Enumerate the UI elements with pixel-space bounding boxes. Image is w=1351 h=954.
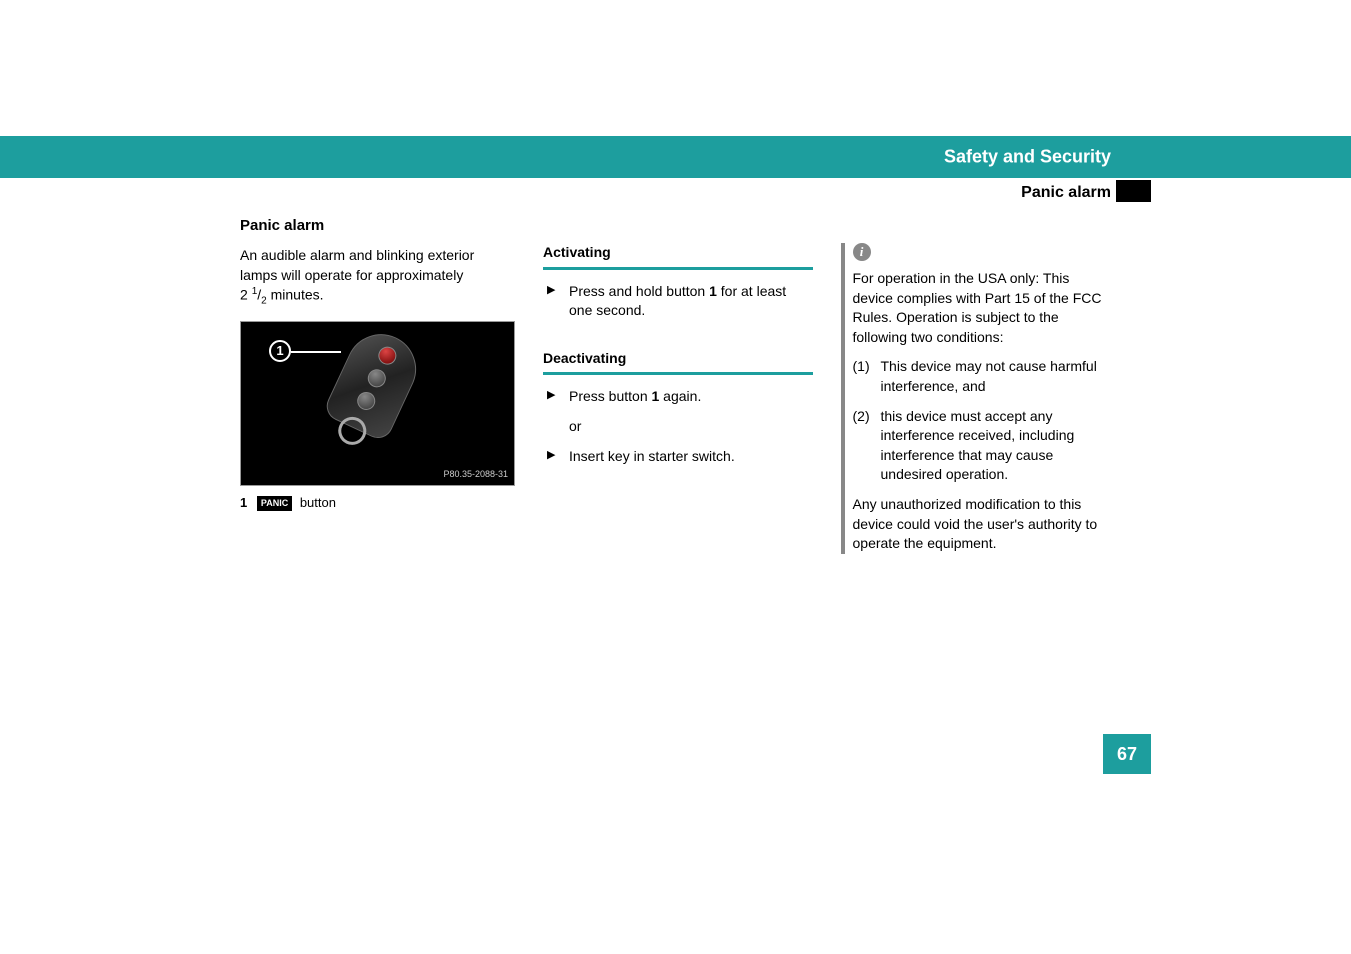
page-content: Panic alarm An audible alarm and blinkin… [240,215,1110,564]
activating-heading: Activating [543,243,813,263]
list-text-1: This device may not cause harmful interf… [881,357,1111,396]
image-caption: 1 PANIC button [240,494,515,512]
intro-text-a: An audible alarm and blinking exterior l… [240,247,474,283]
step-arrow-icon: ▶ [547,387,559,407]
fcc-condition-2: (2) this device must accept any interfer… [853,407,1111,485]
key-fob-body [322,322,428,442]
deact-step2-text: Insert key in starter switch. [569,447,813,467]
unlock-button-icon [354,389,378,413]
deactivating-underline [543,372,813,375]
fcc-condition-1: (1) This device may not cause harmful in… [853,357,1111,396]
list-text-2: this device must accept any interference… [881,407,1111,485]
fcc-intro: For operation in the USA only: This devi… [853,269,1111,347]
deactivating-heading: Deactivating [543,349,813,369]
thumb-index-tab [1116,180,1151,202]
info-icon: i [853,243,871,261]
column-1: Panic alarm An audible alarm and blinkin… [240,215,515,564]
key-fob-image: 1 P80.35-2088-31 [240,321,515,486]
activating-step-text: Press and hold button 1 for at least one… [569,282,813,321]
caption-text: button [300,495,336,510]
list-num-1: (1) [853,357,875,396]
panic-alarm-heading: Panic alarm [240,215,515,236]
lock-button-icon [365,366,389,390]
chapter-header-band: Safety and Security [0,136,1351,178]
fcc-warning: Any unauthorized modification to this de… [853,495,1111,554]
info-note-box: i For operation in the USA only: This de… [841,243,1111,554]
deact-step1-text: Press button 1 again. [569,387,813,407]
activating-underline [543,267,813,270]
key-fob-shape [309,322,473,491]
column-3: i For operation in the USA only: This de… [841,215,1111,564]
intro-prefix: 2 [240,287,252,303]
image-reference-code: P80.35-2088-31 [443,468,508,481]
act-text-bold: 1 [709,283,717,299]
chapter-title: Safety and Security [944,147,1111,168]
intro-paragraph: An audible alarm and blinking exterior l… [240,246,515,309]
intro-suffix: minutes. [267,287,324,303]
deactivating-step-1: ▶ Press button 1 again. [543,387,813,407]
deact1-text-b: again. [659,388,701,404]
callout-line [291,351,341,353]
step-arrow-icon: ▶ [547,282,559,321]
step-arrow-icon: ▶ [547,447,559,467]
key-ring-icon [334,412,371,449]
act-text-a: Press and hold button [569,283,709,299]
section-title-header: Panic alarm [1021,184,1111,202]
page-number: 67 [1103,734,1151,774]
panic-button-icon [375,343,399,367]
list-num-2: (2) [853,407,875,485]
caption-number: 1 [240,495,247,510]
callout-circle-1: 1 [269,340,291,362]
fraction-numerator: 1 [252,286,258,297]
deactivating-step-2: ▶ Insert key in starter switch. [543,447,813,467]
panic-badge-icon: PANIC [257,496,292,511]
column-2: Activating ▶ Press and hold button 1 for… [543,215,813,564]
deact1-text-a: Press button [569,388,652,404]
or-text: or [569,417,813,437]
activating-step: ▶ Press and hold button 1 for at least o… [543,282,813,321]
